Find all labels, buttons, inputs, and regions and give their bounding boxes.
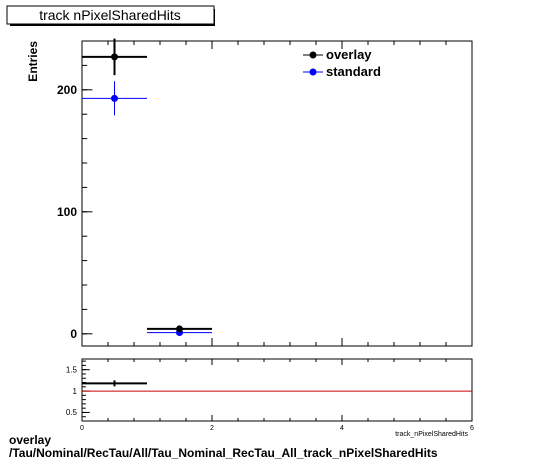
x-axis-label: track_nPixelSharedHits — [395, 431, 468, 438]
overlay-point — [82, 38, 147, 76]
overlay-point — [147, 325, 212, 333]
legend-overlay-marker — [309, 51, 317, 59]
point-marker — [111, 94, 118, 102]
y-axis-label: Entries — [26, 41, 40, 82]
point-marker — [176, 325, 183, 333]
ratio-axes: 0 2 4 6 0.5 1 1.5 — [66, 359, 474, 432]
standard-point — [82, 81, 147, 116]
y-tick-label: 100 — [57, 205, 77, 219]
x-tick-label: 2 — [210, 425, 214, 432]
y-tick-label: 200 — [57, 83, 77, 97]
x-tick-label: 0 — [80, 425, 84, 432]
y-tick-label: 0 — [70, 327, 77, 341]
main-plot-frame — [81, 40, 473, 347]
y-tick-label: 1 — [73, 387, 78, 396]
legend-overlay-label: overlay — [326, 47, 372, 62]
title-box: track nPixelSharedHits — [6, 5, 215, 26]
chart-title: track nPixelSharedHits — [39, 7, 181, 23]
footer-line-2: /Tau/Nominal/RecTau/All/Tau_Nominal_RecT… — [9, 446, 438, 460]
point-marker — [111, 53, 118, 61]
footer-line-1: overlay — [9, 433, 52, 447]
x-tick-label: 4 — [340, 425, 344, 432]
legend: overlay standard — [303, 47, 381, 79]
y-tick-label: 0.5 — [66, 408, 78, 417]
x-tick-label: 6 — [470, 425, 474, 432]
main-axes: 0 100 200 — [57, 41, 473, 346]
legend-standard-marker — [309, 68, 317, 76]
main-marks — [82, 38, 212, 337]
ratio-plot-frame — [81, 358, 473, 422]
ratio-point — [82, 380, 147, 387]
legend-standard-label: standard — [326, 64, 381, 79]
ratio-marks — [82, 380, 472, 392]
y-tick-label: 1.5 — [66, 365, 78, 374]
